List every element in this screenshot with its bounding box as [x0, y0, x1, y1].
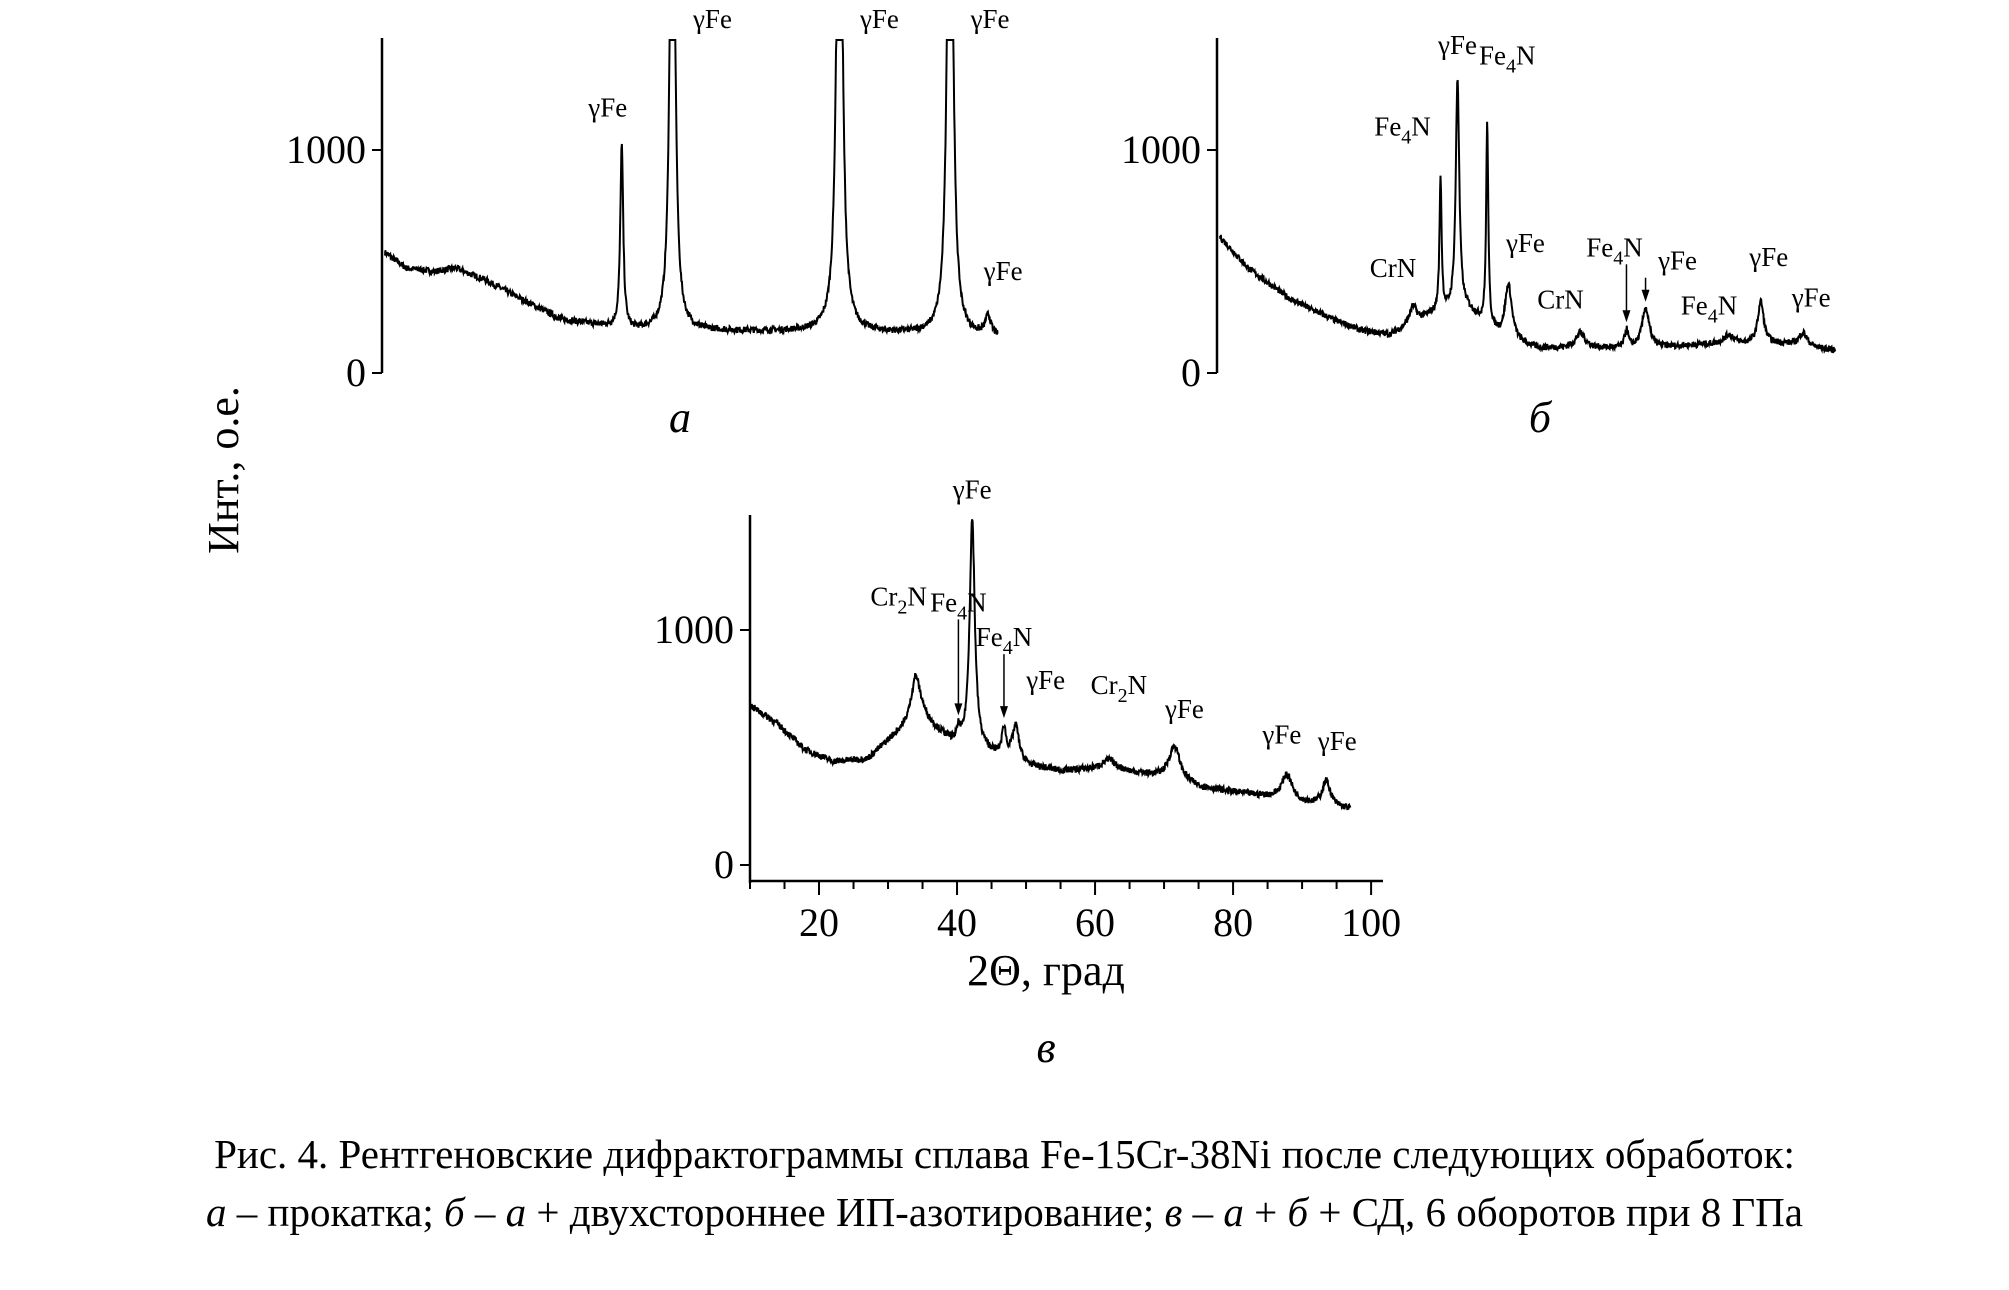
peak-label: γFe [1791, 283, 1831, 313]
peak-label: γFe [1025, 665, 1065, 695]
y-tick-label: 1000 [1121, 127, 1201, 172]
peak-arrow-head [1622, 310, 1631, 323]
x-axis-title: 2Θ, град [967, 946, 1125, 995]
caption-text: + [1243, 1189, 1288, 1235]
caption-a: а [206, 1189, 227, 1235]
peak-label: Fe4N [976, 622, 1033, 659]
caption-text: – прокатка; [226, 1189, 444, 1235]
caption-line-1: Рис. 4. Рентгеновские дифрактограммы спл… [214, 1131, 1795, 1177]
peak-arrow-head [999, 706, 1008, 719]
panel-label: в [1036, 1023, 1055, 1072]
y-tick-label: 1000 [654, 607, 734, 652]
peak-label: Fe4N [930, 587, 987, 624]
diffraction-curve [1219, 79, 1836, 355]
x-tick-label: 20 [799, 900, 839, 945]
panel-label: б [1529, 393, 1553, 442]
peak-label: γFe [1437, 30, 1477, 60]
peak-label: γFe [1505, 228, 1545, 258]
diffraction-curve [749, 519, 1352, 811]
peak-label: CrN [1537, 284, 1584, 314]
peak-arrow-head [1641, 289, 1650, 302]
caption-b: б [1287, 1189, 1309, 1235]
peak-label: γFe [1657, 246, 1697, 276]
y-tick-label: 0 [1181, 350, 1201, 395]
peak-label: Cr2N [870, 582, 927, 619]
y-tick-label: 1000 [286, 127, 366, 172]
peak-label: Cr2N [1091, 670, 1148, 707]
peak-label: γFe [859, 4, 899, 34]
peak-label: CrN [1370, 253, 1417, 283]
peak-label: Fe4N [1586, 232, 1643, 269]
caption-b: б [443, 1189, 465, 1235]
peak-label: γFe [587, 92, 627, 122]
peak-label: Fe4N [1681, 290, 1738, 327]
x-tick-label: 80 [1213, 900, 1253, 945]
caption-text: – [464, 1189, 506, 1235]
peak-label: γFe [970, 4, 1010, 34]
peak-label: γFe [1748, 242, 1788, 272]
x-tick-label: 60 [1075, 900, 1115, 945]
peak-label: γFe [952, 474, 992, 504]
diffraction-curve [384, 39, 999, 336]
x-tick-label: 100 [1341, 900, 1401, 945]
y-axis-title: Инт., о.е. [199, 386, 248, 554]
panel-a-chart: 0 1000 γFe γFe γFe γFe γFe а [286, 4, 1023, 442]
panel-label: а [669, 393, 691, 442]
figure-caption: Рис. 4. Рентгеновские дифрактограммы спл… [0, 1125, 2009, 1241]
caption-text: – [1182, 1189, 1224, 1235]
peak-arrow-head [954, 703, 963, 716]
caption-v: в [1164, 1189, 1183, 1235]
caption-a: а [1223, 1189, 1244, 1235]
caption-line-2: а – прокатка; б – а + двухстороннее ИП-а… [0, 1183, 2009, 1241]
caption-a: а [505, 1189, 527, 1235]
caption-text: + двухстороннее ИП-азотирование; [526, 1189, 1165, 1235]
y-tick-label: 0 [346, 350, 366, 395]
peak-label: γFe [1164, 694, 1204, 724]
peak-label: Fe4N [1374, 112, 1431, 149]
peak-label: γFe [692, 4, 732, 34]
peak-label: Fe4N [1479, 41, 1536, 78]
x-tick-label: 40 [937, 900, 977, 945]
caption-text: + СД, 6 оборотов при 8 ГПа [1308, 1189, 1803, 1235]
y-tick-label: 0 [714, 842, 734, 887]
peak-label: γFe [983, 256, 1023, 286]
peak-label: γFe [1317, 726, 1357, 756]
peak-label: γFe [1261, 720, 1301, 750]
